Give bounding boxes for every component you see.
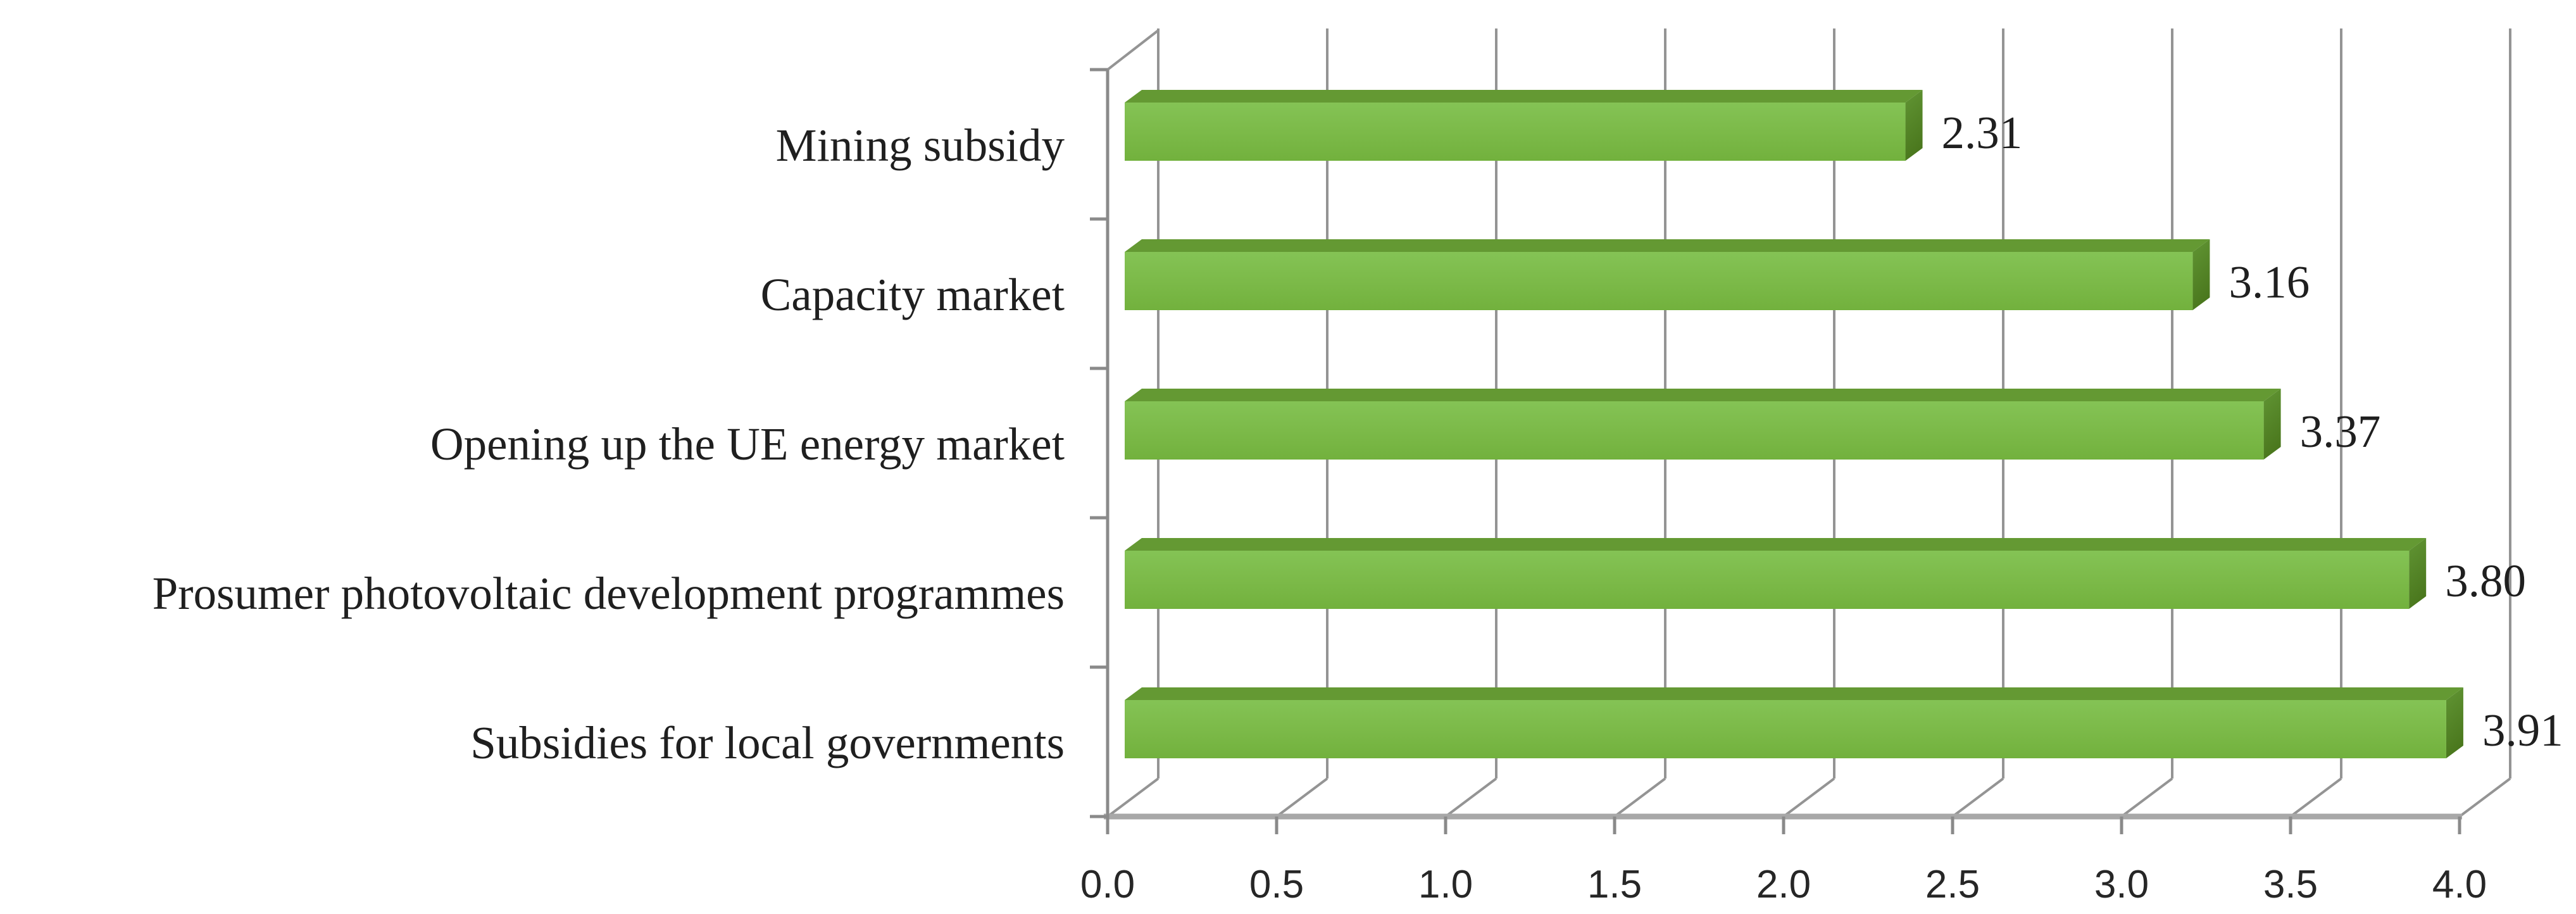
bar-side-face (2263, 389, 2281, 460)
floor-depth-line (1275, 777, 1329, 818)
floor-depth-line (1444, 777, 1497, 818)
bar-front-face (1125, 401, 2264, 460)
value-label: 3.80 (2445, 555, 2526, 606)
bar-side-face (1905, 90, 1923, 161)
floor-depth-line (2458, 777, 2511, 818)
floor-depth-line (1782, 777, 1835, 818)
bar-top-face (1125, 239, 2210, 252)
bar-top-face (1125, 538, 2427, 551)
category-label: Prosumer photovoltaic development progra… (153, 568, 1065, 619)
category-label: Capacity market (761, 269, 1065, 320)
floor-depth-line (2289, 777, 2342, 818)
x-tick-label: 3.0 (2094, 863, 2149, 906)
x-tick-label: 0.0 (1080, 863, 1135, 906)
value-axis-labels: 0.0 0.5 1.0 1.5 2.0 2.5 3.0 3.5 4.0 (1080, 863, 2487, 906)
category-label: Subsidies for local governments (470, 717, 1065, 768)
bar-5: 3.91 (1125, 687, 2563, 758)
bars: 2.31 3.16 3.37 3.80 3.91 (1125, 90, 2563, 758)
category-label: Mining subsidy (776, 120, 1065, 171)
bar-1: 2.31 (1125, 90, 2022, 161)
x-tick-label: 1.0 (1418, 863, 1473, 906)
category-label: Opening up the UE energy market (430, 418, 1065, 470)
x-tick-label: 0.5 (1249, 863, 1304, 906)
bar-top-face (1125, 687, 2463, 700)
bar-top-face (1125, 389, 2281, 401)
bar-side-face (2409, 538, 2427, 609)
x-tick-label: 2.5 (1925, 863, 1980, 906)
x-tick-label: 4.0 (2432, 863, 2487, 906)
x-tick-label: 3.5 (2263, 863, 2318, 906)
bar-4: 3.80 (1125, 538, 2526, 609)
bar-side-face (2192, 239, 2210, 310)
value-axis-ticks (1106, 817, 2461, 834)
bar-top-face (1125, 90, 1923, 103)
category-axis-ticks (1090, 68, 1108, 818)
value-label: 3.37 (2300, 406, 2381, 457)
floor-depth-line (1951, 777, 2004, 818)
bar-front-face (1125, 700, 2446, 758)
value-label: 2.31 (1942, 107, 2023, 158)
value-label: 3.16 (2229, 256, 2310, 308)
bar-front-face (1125, 103, 1906, 161)
bar-front-face (1125, 551, 2410, 609)
floor-depth-line (1106, 777, 1160, 818)
x-tick-label: 2.0 (1756, 863, 1811, 906)
category-labels: Mining subsidy Capacity market Opening up … (153, 120, 1065, 768)
bar-front-face (1125, 252, 2193, 310)
floor-depth-lines (1106, 777, 2511, 818)
x-tick-label: 1.5 (1587, 863, 1642, 906)
value-label: 3.91 (2482, 704, 2563, 756)
bar-side-face (2446, 687, 2463, 758)
floor-depth-line (2120, 777, 2173, 818)
bar-2: 3.16 (1125, 239, 2310, 310)
wall-top-depth-line (1106, 29, 1160, 71)
floor-depth-line (1613, 777, 1666, 818)
bar-3: 3.37 (1125, 389, 2380, 460)
